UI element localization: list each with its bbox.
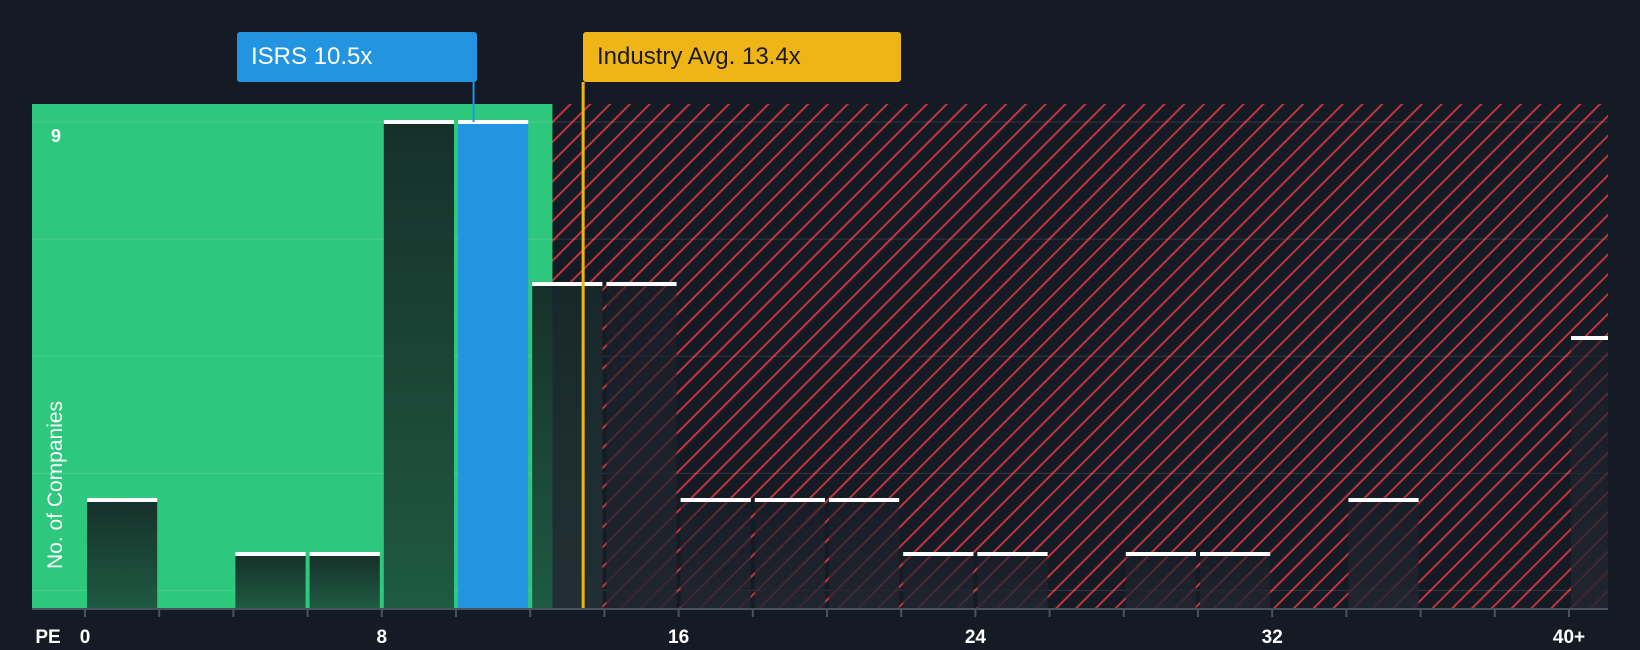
x-tick-label: 0 xyxy=(80,627,91,648)
histogram-bar-cap xyxy=(383,120,454,124)
histogram-bar-cap xyxy=(458,120,529,124)
industry-avg-label: Industry Avg. 13.4x xyxy=(597,43,801,70)
histogram-bar xyxy=(1348,500,1419,608)
histogram-bar-cap xyxy=(829,498,900,502)
histogram-bar-cap xyxy=(903,552,974,556)
histogram-bar xyxy=(309,554,380,608)
histogram-bar xyxy=(680,500,751,608)
histogram-bar xyxy=(458,122,529,608)
histogram-bar-cap xyxy=(977,552,1048,556)
x-tick-label: 8 xyxy=(377,627,388,648)
histogram-bar xyxy=(977,554,1048,608)
x-tick-label: 40+ xyxy=(1553,627,1585,648)
histogram-bar-cap xyxy=(1348,498,1419,502)
histogram-bar-cap xyxy=(1125,552,1196,556)
histogram-bar xyxy=(754,500,825,608)
histogram-bar xyxy=(87,500,158,608)
histogram-bar-cap xyxy=(1571,336,1608,340)
x-tick-label: 32 xyxy=(1262,627,1283,648)
histogram-bar-cap xyxy=(1200,552,1271,556)
y-tick-label: 9 xyxy=(51,126,61,146)
histogram-bar-cap xyxy=(235,552,306,556)
histogram-bar-cap xyxy=(680,498,751,502)
histogram-bar xyxy=(1125,554,1196,608)
industry-avg-callout: Industry Avg. 13.4x xyxy=(583,32,901,82)
histogram-bar xyxy=(829,500,900,608)
histogram-bar-overlap xyxy=(552,284,603,608)
histogram-bar xyxy=(606,284,677,608)
histogram-bar xyxy=(383,122,454,608)
histogram-bar-cap xyxy=(532,282,603,286)
histogram-bar xyxy=(235,554,306,608)
company-pe-label: ISRS 10.5x xyxy=(251,43,373,70)
y-axis-label: No. of Companies xyxy=(44,401,67,569)
x-axis-label: PE xyxy=(35,627,60,648)
y-axis-ticks: 9 xyxy=(51,126,61,146)
histogram-bar-cap xyxy=(754,498,825,502)
histogram-bar-cap xyxy=(309,552,380,556)
x-axis-ticks: 0 8 16 24 32 40+ xyxy=(80,609,1585,648)
histogram-bar xyxy=(1571,338,1608,608)
histogram-bar-cap xyxy=(606,282,677,286)
company-pe-callout: ISRS 10.5x xyxy=(237,32,477,82)
histogram-bar xyxy=(903,554,974,608)
histogram-bars xyxy=(87,120,1608,608)
x-tick-label: 16 xyxy=(668,627,689,648)
histogram-bar-cap xyxy=(87,498,158,502)
x-tick-label: 24 xyxy=(965,627,987,648)
histogram-bar xyxy=(1200,554,1271,608)
